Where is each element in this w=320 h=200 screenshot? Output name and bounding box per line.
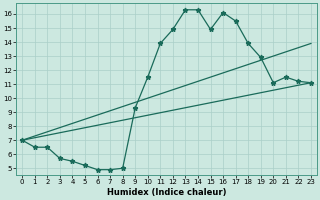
X-axis label: Humidex (Indice chaleur): Humidex (Indice chaleur) [107, 188, 226, 197]
